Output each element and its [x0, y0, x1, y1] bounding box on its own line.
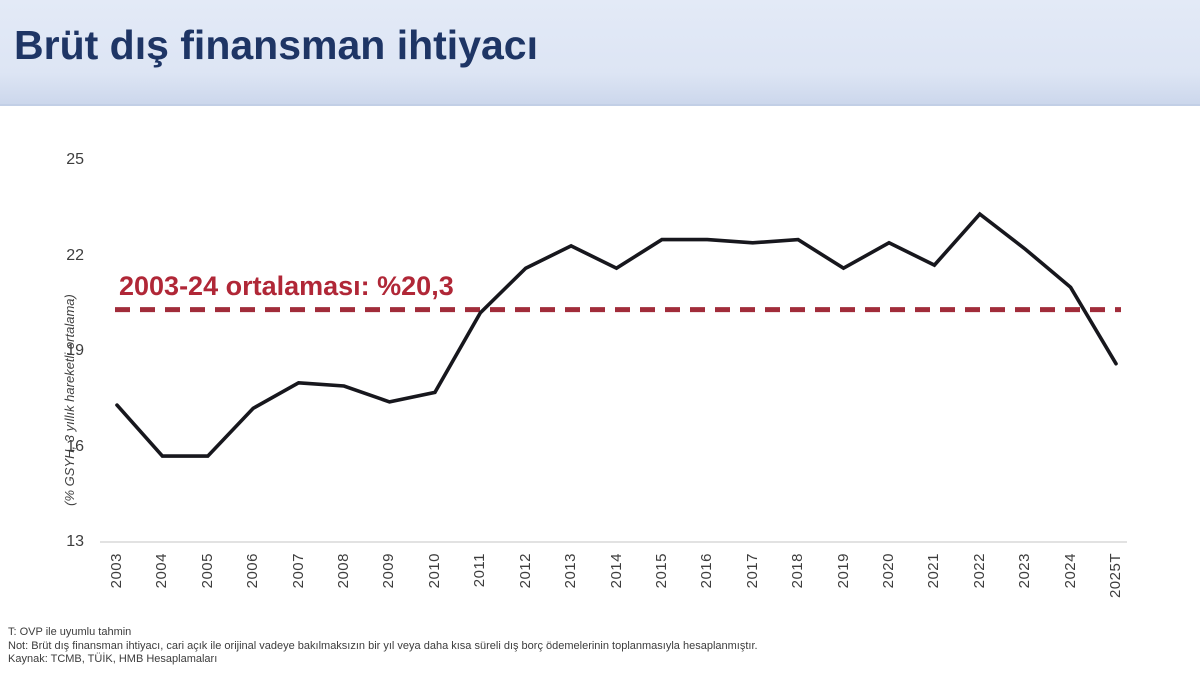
x-tick-label: 2017 — [743, 553, 761, 589]
x-tick-label: 2008 — [335, 553, 353, 589]
x-tick-label: 2013 — [562, 553, 580, 589]
x-tick-label: 2024 — [1061, 553, 1079, 589]
footnote-note: Not: Brüt dış finansman ihtiyacı, cari a… — [8, 639, 758, 652]
footnote-source: Kaynak: TCMB, TÜİK, HMB Hesaplamaları — [8, 653, 218, 665]
y-tick-label: 16 — [66, 437, 84, 455]
x-tick-label: 2016 — [698, 553, 716, 589]
x-tick-label: 2025T — [1107, 553, 1124, 599]
average-line-label: 2003-24 ortalaması: %20,3 — [119, 271, 454, 301]
footnote-estimate: T: OVP ile uyumlu tahmin — [8, 626, 132, 638]
x-tick-label: 2023 — [1016, 553, 1034, 589]
x-tick-label: 2010 — [425, 553, 443, 589]
x-tick-label: 2007 — [289, 553, 307, 589]
x-tick-label: 2009 — [380, 553, 398, 589]
x-tick-label: 2012 — [516, 553, 534, 589]
x-tick-label: 2011 — [471, 553, 489, 588]
y-tick-label: 22 — [66, 246, 84, 264]
x-tick-label: 2018 — [789, 553, 807, 589]
y-tick-label: 19 — [66, 342, 84, 359]
x-tick-label: 2005 — [198, 553, 216, 589]
y-tick-label: 25 — [66, 151, 84, 168]
y-tick-label: 13 — [66, 533, 84, 550]
x-tick-label: 2004 — [153, 553, 171, 589]
x-tick-label: 2021 — [925, 553, 943, 589]
x-tick-label: 2006 — [244, 553, 262, 589]
x-tick-label: 2022 — [970, 553, 988, 589]
x-tick-label: 2014 — [607, 553, 625, 589]
x-tick-label: 2020 — [879, 553, 897, 589]
page-title: Brüt dış finansman ihtiyacı — [14, 22, 538, 68]
x-tick-label: 2003 — [108, 553, 125, 589]
y-axis-title: (% GSYH, 3 yıllık hareketli ortalama) — [62, 294, 77, 506]
footnotes: T: OVP ile uyumlu tahmin Not: Brüt dış f… — [8, 626, 1188, 667]
slide-header: Brüt dış finansman ihtiyacı — [0, 0, 1200, 106]
x-tick-label: 2019 — [834, 553, 852, 589]
x-tick-label: 2015 — [652, 553, 670, 589]
data-line — [115, 211, 1118, 458]
